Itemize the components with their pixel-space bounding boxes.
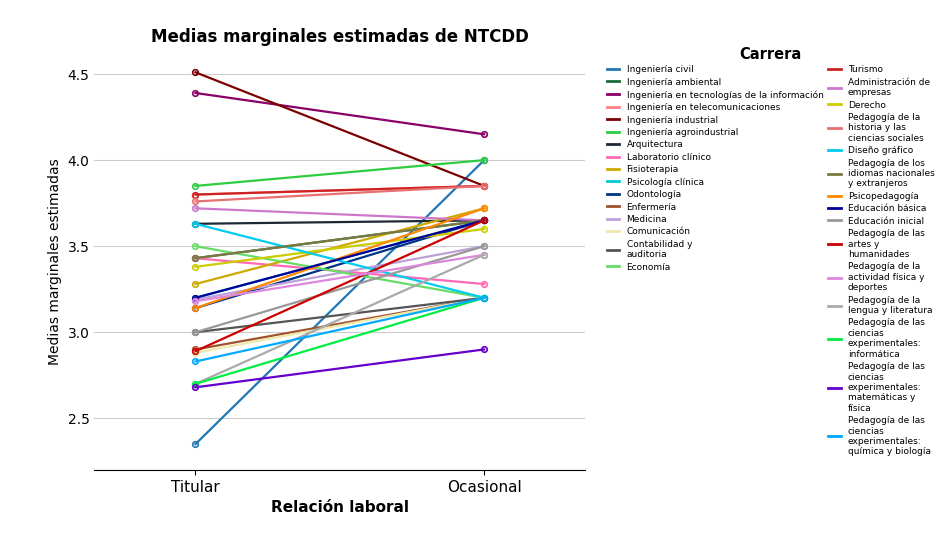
Title: Medias marginales estimadas de NTCDD: Medias marginales estimadas de NTCDD (151, 28, 529, 46)
Y-axis label: Medias marginales estimadas: Medias marginales estimadas (48, 158, 62, 365)
Legend: Ingeniería civil, Ingeniería ambiental, Ingeniería en tecnologías de la informac: Ingeniería civil, Ingeniería ambiental, … (605, 45, 936, 458)
X-axis label: Relación laboral: Relación laboral (271, 500, 409, 515)
